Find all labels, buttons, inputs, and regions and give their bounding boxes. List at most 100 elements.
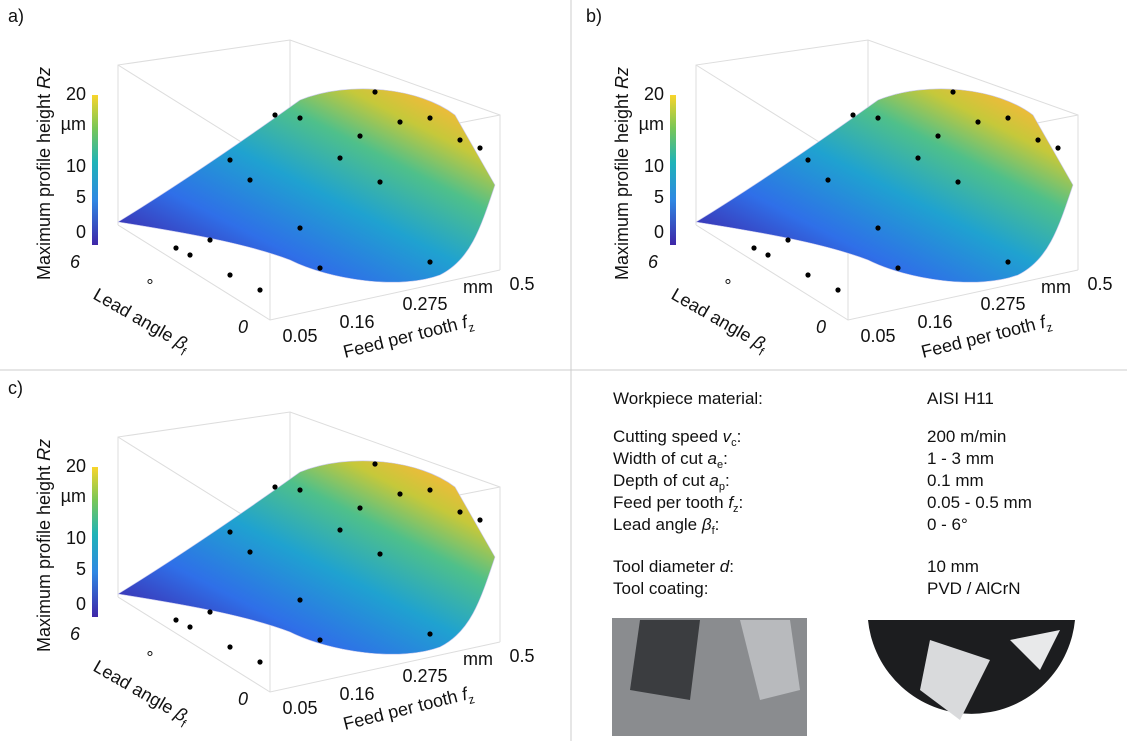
measurement-point [337, 155, 343, 161]
surface [117, 88, 496, 283]
surface [117, 460, 496, 655]
measurement-point [317, 265, 323, 271]
z-tick-label: 5 [76, 187, 86, 207]
text-part: e [717, 459, 723, 471]
z-tick-label: 10 [66, 528, 86, 548]
text-part: z [467, 692, 476, 707]
measurement-point [975, 119, 981, 125]
parameter-label: Depth of cut ap: [613, 471, 730, 493]
text-part: Maximum profile height [612, 89, 632, 280]
z-tick-label: µm [61, 486, 86, 506]
measurement-point [477, 517, 483, 523]
measurement-point [397, 119, 403, 125]
text-part: f [1038, 311, 1050, 332]
measurement-point [227, 644, 233, 650]
text-part: z [733, 503, 739, 515]
measurement-point [1005, 259, 1011, 265]
measurement-point [457, 137, 463, 143]
surface-panel: c) Maximum profile height Rz 20 µm 10 5 0 6 ° 0 Le… [8, 378, 535, 734]
colorbar [670, 95, 676, 245]
measurement-point [477, 145, 483, 151]
lead-tick-label: 0 [816, 317, 826, 337]
text-part: Lead angle [668, 284, 759, 348]
measurement-point [247, 177, 253, 183]
text-part: Width of cut [613, 449, 707, 468]
measurement-point [297, 487, 303, 493]
z-tick-label: 0 [654, 222, 664, 242]
measurement-point [850, 112, 856, 118]
feed-tick-label: mm [1041, 277, 1071, 297]
measurement-point [372, 461, 378, 467]
text-part: p [719, 481, 725, 493]
z-tick-label: µm [639, 114, 664, 134]
parameter-label: Tool coating: [613, 579, 708, 598]
feed-tick-label: 0.5 [509, 274, 534, 294]
z-tick-label: 10 [644, 156, 664, 176]
lead-tick-label: ° [146, 276, 153, 296]
measurement-point [297, 225, 303, 231]
measurement-point [173, 617, 179, 623]
measurement-point [227, 529, 233, 535]
text-part: Lead angle [613, 515, 702, 534]
surface-panel: a) Maximum profile height Rz 20 µm 10 5 0 6 ° 0 Le… [8, 6, 535, 362]
tool-photo-detail [1010, 630, 1060, 670]
parameter-label: Cutting speed vc: [613, 427, 741, 449]
measurement-point [257, 659, 263, 665]
feed-tick-label: 0.16 [339, 684, 374, 704]
measurement-point [337, 527, 343, 533]
lead-tick-label: 6 [70, 624, 81, 644]
measurement-point [207, 237, 213, 243]
parameter-value: 10 mm [927, 557, 979, 576]
measurement-point [427, 259, 433, 265]
measurement-point [377, 179, 383, 185]
feed-tick-label: 0.275 [402, 666, 447, 686]
measurement-point [457, 509, 463, 515]
text-part: : [725, 471, 730, 490]
measurement-point [805, 157, 811, 163]
lead-tick-label: 6 [70, 252, 81, 272]
measurement-point [1055, 145, 1061, 151]
text-part: Lead angle [90, 656, 181, 720]
text-part: : [737, 427, 742, 446]
lead-axis-label: Lead angle βf [88, 656, 194, 731]
text-part: f [178, 345, 188, 359]
measurement-point [825, 177, 831, 183]
feed-tick-label: 0.5 [1087, 274, 1112, 294]
measurement-point [187, 624, 193, 630]
text-part: β [701, 515, 712, 534]
z-tick-label: 0 [76, 594, 86, 614]
measurement-point [297, 597, 303, 603]
measurement-point [247, 549, 253, 555]
tool-photo-detail [630, 620, 700, 700]
feed-tick-label: 0.05 [282, 326, 317, 346]
measurement-point [427, 487, 433, 493]
text-part: a [707, 449, 716, 468]
text-part: f [178, 717, 188, 731]
measurement-point [427, 631, 433, 637]
feed-tick-label: 0.5 [509, 646, 534, 666]
text-part: Cutting speed [613, 427, 723, 446]
panel-label: b) [586, 6, 602, 26]
text-part: Tool diameter [613, 557, 720, 576]
z-axis-label: Maximum profile height Rz [612, 67, 632, 280]
lead-tick-label: 0 [238, 689, 248, 709]
text-part: d [720, 557, 730, 576]
measurement-point [187, 252, 193, 258]
parameter-value: 200 m/min [927, 427, 1006, 446]
measurement-point [377, 551, 383, 557]
parameter-value: 0 - 6° [927, 515, 968, 534]
text-part: f [756, 345, 766, 359]
feed-tick-label: 0.16 [339, 312, 374, 332]
feed-tick-label: 0.05 [860, 326, 895, 346]
z-tick-label: 10 [66, 156, 86, 176]
text-part: z [1045, 320, 1054, 335]
surface-panel: b) Maximum profile height Rz 20 µm 10 5 0 6 ° 0 Le… [586, 6, 1113, 362]
parameter-value: 1 - 3 mm [927, 449, 994, 468]
measurement-point [751, 245, 757, 251]
parameter-label: Lead angle βf: [613, 515, 719, 537]
measurement-point [257, 287, 263, 293]
measurement-point [207, 609, 213, 615]
measurement-point [1005, 115, 1011, 121]
text-part: f [460, 683, 472, 704]
